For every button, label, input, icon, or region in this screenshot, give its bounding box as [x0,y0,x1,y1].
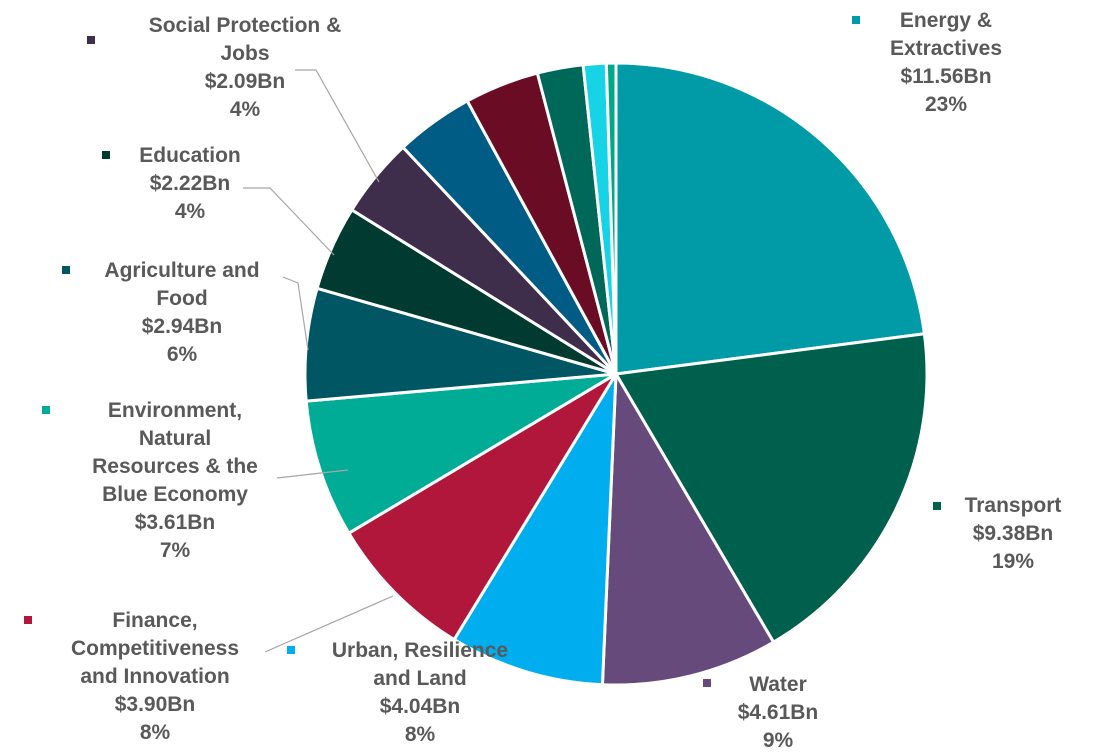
slice-label-agriculture-and-food: Agriculture and Food $2.94Bn 6% [62,259,260,366]
pie-slice-unlabeled-13 [604,61,618,375]
slice-label-agriculture-and-food-name-line-1: Food [156,287,207,310]
legend-marker-agriculture-and-food [62,266,70,274]
slice-label-education-percent: 4% [175,200,206,223]
slice-label-energy-extractives: Energy & Extractives $11.56Bn 23% [852,9,1002,116]
legend-marker-education [102,151,110,159]
slice-label-water-name-line-0: Water [749,673,807,696]
slice-label-finance-competitiveness-and-innovation: Finance, Competitiveness and Innovation $3.… [24,609,239,744]
leader-line-urban-resilience-and-land [264,595,394,653]
pie-slices [303,61,929,687]
slice-label-urban-resilience-and-land-percent: 8% [405,723,436,746]
pie-slice-urban-resilience-and-land [452,373,618,687]
leader-line-environment-natural-resources-the-blue-economy [276,469,349,479]
slice-label-education-name-line-0: Education [139,144,241,167]
slice-label-energy-extractives-value: $11.56Bn [900,65,991,88]
leader-line-social-protection-jobs [295,69,380,183]
legend-marker-water [703,679,711,687]
legend-marker-environment-natural-resources-the-blue-economy [42,406,50,414]
slice-label-finance-competitiveness-and-innovation-name-line-0: Finance, [112,609,197,632]
leader-line-education [243,187,335,256]
slice-label-water-value: $4.61Bn [738,701,819,724]
leader-line-agriculture-and-food [282,276,309,351]
slice-label-energy-extractives-name-line-0: Energy & [900,9,992,32]
slice-label-transport-percent: 19% [992,550,1034,573]
slice-label-water: Water $4.61Bn 9% [703,673,818,752]
slice-label-finance-competitiveness-and-innovation-percent: 8% [140,721,171,744]
slice-label-environment-natural-resources-the-blue-economy-name-line-1: Natural [139,427,211,450]
slice-label-environment-natural-resources-the-blue-economy-percent: 7% [160,539,191,562]
slice-label-social-protection-jobs: Social Protection & Jobs $2.09Bn 4% [87,14,341,121]
slice-label-finance-competitiveness-and-innovation-name-line-1: Competitiveness [71,637,239,660]
pie-slice-environment-natural-resources-the-blue-economy [304,372,617,536]
slice-label-environment-natural-resources-the-blue-economy-name-line-2: Resources & the [92,455,258,478]
pie-slice-energy-extractives [614,61,927,376]
slice-label-transport-value: $9.38Bn [973,522,1054,545]
slice-label-agriculture-and-food-percent: 6% [167,343,198,366]
slice-label-social-protection-jobs-name-line-0: Social Protection & [149,14,342,37]
slice-label-social-protection-jobs-name-line-1: Jobs [220,42,269,65]
slice-label-water-percent: 9% [763,729,794,752]
legend-marker-transport [933,502,941,510]
slice-label-environment-natural-resources-the-blue-economy-name-line-0: Environment, [108,399,242,422]
slice-label-energy-extractives-percent: 23% [925,93,967,116]
slice-label-urban-resilience-and-land-name-line-0: Urban, Resilience [332,639,508,662]
legend-marker-energy-extractives [852,16,860,24]
legend-marker-social-protection-jobs [87,36,95,44]
slice-label-finance-competitiveness-and-innovation-value: $3.90Bn [115,693,196,716]
pie-slice-water [600,368,776,687]
slice-label-education-value: $2.22Bn [150,172,231,195]
slice-label-environment-natural-resources-the-blue-economy-value: $3.61Bn [135,511,216,534]
slice-label-urban-resilience-and-land-name-line-1: and Land [373,667,466,690]
slice-label-energy-extractives-name-line-1: Extractives [890,37,1002,60]
slice-label-agriculture-and-food-value: $2.94Bn [142,315,223,338]
slice-label-urban-resilience-and-land: Urban, Resilience and Land $4.04Bn 8% [287,639,508,746]
slice-label-environment-natural-resources-the-blue-economy: Environment, Natural Resources & the Blue E… [42,399,258,562]
slice-label-education: Education $2.22Bn 4% [102,144,241,223]
pie-slice-transport [613,332,929,645]
slice-label-transport-name-line-0: Transport [965,494,1062,517]
slice-label-social-protection-jobs-value: $2.09Bn [205,70,286,93]
slice-label-urban-resilience-and-land-value: $4.04Bn [380,695,461,718]
slice-labels: Energy & Extractives $11.56Bn 23% Transport $… [24,9,1061,752]
slice-label-transport: Transport $9.38Bn 19% [933,494,1061,573]
slice-label-agriculture-and-food-name-line-0: Agriculture and [104,259,259,282]
slice-label-social-protection-jobs-percent: 4% [230,98,261,121]
leader-lines [243,69,394,653]
legend-marker-finance-competitiveness-and-innovation [24,616,32,624]
pie-slice-finance-competitiveness-and-innovation [346,372,618,642]
slice-label-finance-competitiveness-and-innovation-name-line-2: and Innovation [80,665,229,688]
slice-label-environment-natural-resources-the-blue-economy-name-line-3: Blue Economy [102,483,248,506]
legend-marker-urban-resilience-and-land [287,646,295,654]
